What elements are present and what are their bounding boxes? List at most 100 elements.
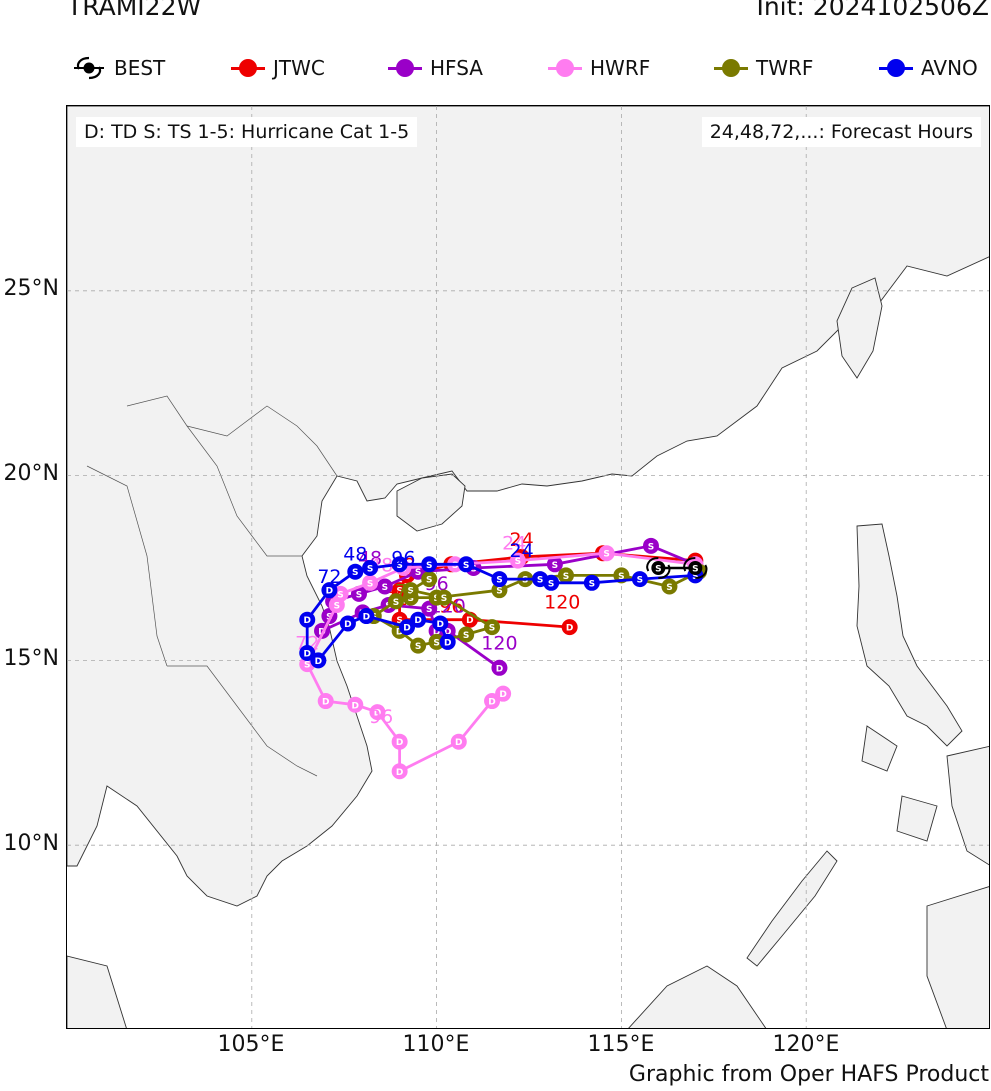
lat-label-15n: 15°N: [3, 646, 59, 671]
intensity-marker-label: S: [603, 550, 609, 560]
intensity-marker-label: D: [403, 624, 410, 634]
forecast-tracks: SSSSSSSDD24487296120SSSSSSSSSDDSSDDD4896…: [295, 529, 708, 780]
model-legend: BEST JTWC HFSA HWRF TWRF AVNO: [0, 50, 991, 86]
intensity-marker-label: D: [352, 701, 359, 711]
forecast-hour-label: 96: [369, 706, 393, 728]
track-point: [495, 685, 512, 702]
track-point: [435, 589, 452, 606]
lat-label-25n: 25°N: [3, 276, 59, 301]
intensity-marker-label: D: [315, 657, 322, 667]
track-point: [561, 619, 578, 636]
track-point: [428, 633, 445, 650]
intensity-marker-label: S: [382, 583, 388, 593]
lon-label-120e: 120°E: [772, 1032, 840, 1057]
track-point: [661, 578, 678, 595]
svg-text:S: S: [655, 565, 661, 575]
track-point: [410, 637, 427, 654]
visayas-islands: [861, 725, 898, 772]
forecast-hour-label: 96: [391, 547, 415, 569]
legend-item-best: BEST: [72, 50, 165, 86]
intensity-marker-label: S: [496, 576, 502, 586]
legend-label-hwrf: HWRF: [590, 56, 651, 80]
intensity-marker-label: S: [552, 561, 558, 571]
map-canvas: SSSSSSSDD24487296120SSSSSSSSSDDSSDDD4896…: [67, 106, 989, 1028]
track-map[interactable]: SSSSSSSDD24487296120SSSSSSSSSDDSSDDD4896…: [66, 105, 990, 1029]
intensity-marker-label: D: [466, 616, 473, 626]
track-point: [402, 582, 419, 599]
intensity-marker-label: S: [548, 579, 554, 589]
track-point: [391, 763, 408, 780]
forecast-hour-label: 72: [395, 581, 419, 603]
intensity-marker-label: S: [433, 638, 439, 648]
forecast-hour-label: 120: [544, 592, 580, 614]
grid-lines: [67, 106, 989, 1028]
intensity-marker-label: S: [648, 542, 654, 552]
track-point: [391, 556, 408, 573]
palawan-island: [746, 850, 838, 967]
footer-credit: Graphic from Oper HAFS Product: [628, 1062, 989, 1087]
hainan-island: [396, 473, 466, 532]
borneo-landmass: [628, 965, 767, 1028]
intensity-marker-label: S: [470, 565, 476, 575]
intensity-marker-label: S: [415, 642, 421, 652]
intensity-marker-label: S: [304, 661, 310, 671]
legend-item-hwrf: HWRF: [548, 50, 650, 86]
legend-marker-icon: [231, 58, 265, 78]
intensity-marker-label: D: [326, 587, 333, 597]
track-point: [369, 704, 386, 721]
intensity-marker-label: D: [437, 620, 444, 630]
intensity-marker-label: S: [415, 568, 421, 578]
intensity-marker-label: S: [522, 576, 528, 586]
intensity-marker-label: S: [537, 576, 543, 586]
track-point: [421, 571, 438, 588]
lon-label-115e: 115°E: [587, 1032, 655, 1057]
intensity-marker-label: D: [444, 627, 451, 637]
intensity-marker-label: S: [407, 594, 413, 604]
intensity-marker-label: D: [322, 698, 329, 708]
intensity-marker-label: D: [396, 738, 403, 748]
intensity-marker-label: D: [414, 616, 421, 626]
track-point: [642, 537, 659, 554]
track-point: [598, 545, 615, 562]
track-point: [310, 652, 327, 669]
track-point: [557, 567, 574, 584]
track-point: [410, 611, 427, 628]
legend-label-twrf: TWRF: [756, 56, 814, 80]
track-point: [491, 659, 508, 676]
intensity-marker-label: S: [396, 561, 402, 571]
intensity-marker-label: S: [396, 587, 402, 597]
intensity-marker-label: S: [426, 576, 432, 586]
intensity-marker-label: S: [367, 579, 373, 589]
track-best: SS: [646, 557, 708, 579]
track-point: [339, 615, 356, 632]
track-point: [631, 571, 648, 588]
intensity-marker-label: D: [488, 698, 495, 708]
legend-marker-icon: [714, 58, 748, 78]
mindanao-landmass: [926, 886, 989, 1028]
intensity-marker-label: S: [666, 583, 672, 593]
intensity-marker-label: S: [489, 624, 495, 634]
intensity-marker-label: S: [515, 557, 521, 567]
legend-label-jtwc: JTWC: [273, 56, 325, 80]
best-track-point: S: [683, 557, 708, 579]
intensity-marker-label: D: [303, 616, 310, 626]
track-point: [491, 582, 508, 599]
track-point: [450, 733, 467, 750]
intensity-marker-label: D: [396, 768, 403, 778]
intensity-marker-label: S: [463, 561, 469, 571]
intensity-marker-label: S: [463, 631, 469, 641]
intensity-key-note: D: TD S: TS 1-5: Hurricane Cat 1-5: [76, 117, 418, 147]
track-point: [421, 556, 438, 573]
track-point: [546, 556, 563, 573]
intensity-marker-label: S: [589, 579, 595, 589]
init-time-title: Init: 2024102506Z: [756, 0, 989, 21]
track-point: [321, 582, 338, 599]
legend-label-hfsa: HFSA: [430, 56, 483, 80]
intensity-marker-label: S: [637, 576, 643, 586]
luzon-island: [856, 523, 963, 747]
track-point: [317, 693, 334, 710]
intensity-marker-label: S: [496, 587, 502, 597]
intensity-marker-label: D: [344, 620, 351, 630]
storm-id-title: TRAMI22W: [67, 0, 202, 21]
